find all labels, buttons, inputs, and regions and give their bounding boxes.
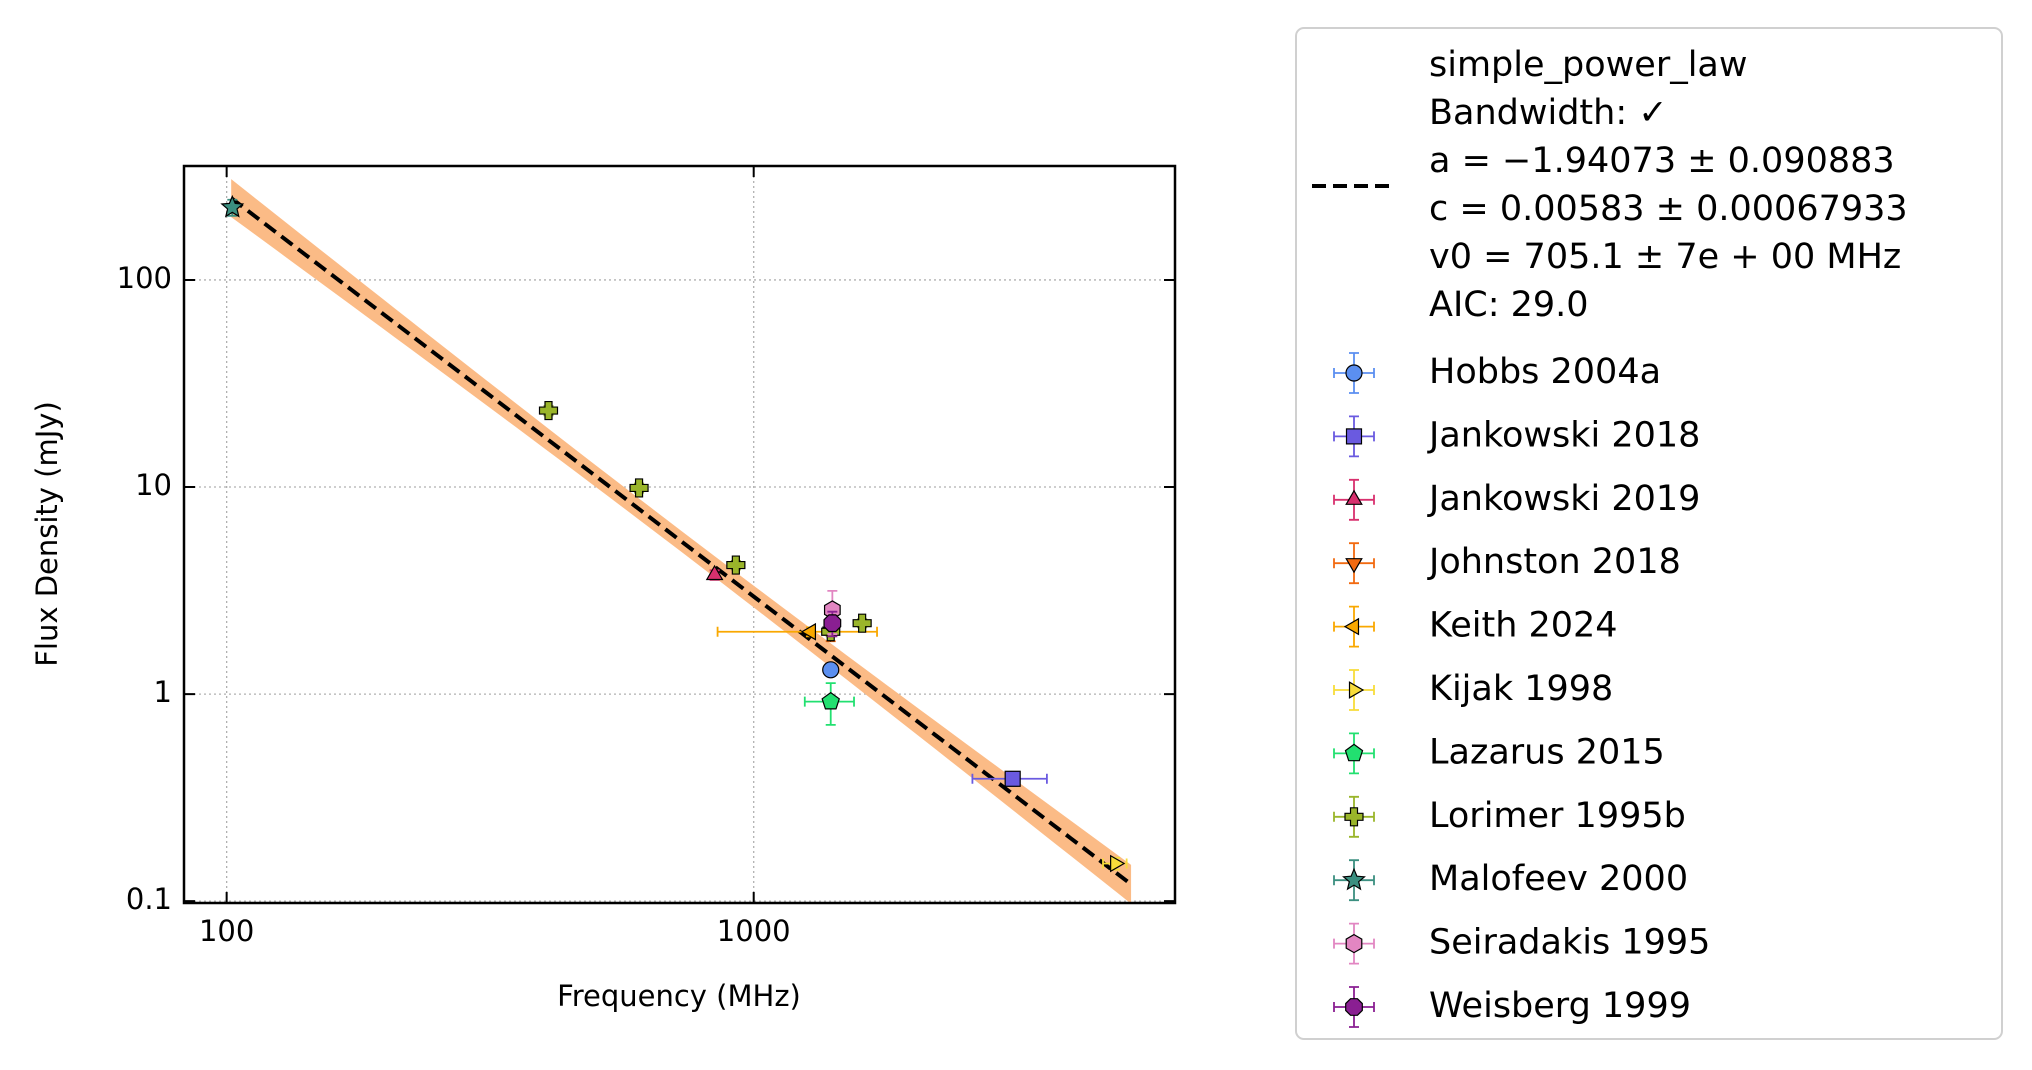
legend-marker [1348,681,1365,699]
marker [800,622,817,641]
y-tick-label: 10 [135,468,172,502]
legend-marker [1345,998,1363,1016]
legend-fit-text: Bandwidth: ✓ [1429,93,1668,133]
legend-label: Keith 2024 [1429,606,1618,646]
legend-fit-text: v0 = 705.1 ± 7e + 00 MHz [1429,237,1901,277]
legend-label: Weisberg 1999 [1429,986,1691,1026]
legend-marker [1345,558,1363,574]
legend-label: Jankowski 2019 [1427,479,1700,519]
marker [821,691,840,710]
marker [852,613,872,633]
y-tick-label: 1 [154,675,172,709]
x-axis-label: Frequency (MHz) [557,979,801,1013]
marker [822,661,840,679]
y-tick-label: 0.1 [126,882,172,916]
legend-marker [1345,428,1363,445]
legend-fit-text: a = −1.94073 ± 0.090883 [1429,141,1895,181]
x-tick-label: 100 [199,914,254,948]
marker [726,555,746,575]
marker [823,614,842,633]
legend-fit-text: c = 0.00583 ± 0.00067933 [1429,189,1908,229]
marker [629,478,649,498]
legend: simple_power_law Bandwidth: ✓ a = −1.94073… [1312,45,1908,1028]
legend-label: Malofeev 2000 [1429,859,1688,899]
legend-fit-text: AIC: 29.0 [1429,285,1589,325]
marker [220,194,245,218]
legend-marker [1343,617,1360,636]
legend-marker [1345,933,1363,954]
y-tick-label: 100 [117,261,172,295]
x-tick-label: 1000 [717,914,791,948]
legend-label: Hobbs 2004a [1429,352,1661,392]
y-axis-label: Flux Density (mJy) [30,401,64,667]
legend-label: Lorimer 1995b [1429,796,1686,836]
error-bar [716,626,878,637]
legend-label: Lazarus 2015 [1429,732,1665,772]
legend-label: Johnston 2018 [1427,542,1681,582]
legend-label: Seiradakis 1995 [1429,923,1710,963]
plot-frame [182,164,1177,905]
marker [1110,854,1126,873]
legend-fit-text: simple_power_law [1429,45,1748,85]
legend-marker [1344,743,1364,762]
legend-marker [1342,867,1366,891]
legend-marker [1344,807,1364,827]
legend-box [1295,27,2003,1040]
marker [1004,770,1021,787]
marker [705,564,724,581]
fit-band [231,179,1132,904]
legend-label: Jankowski 2018 [1427,415,1700,455]
legend-marker [1345,489,1363,505]
legend-label: Kijak 1998 [1429,669,1613,709]
marker [538,400,559,421]
legend-marker [1345,364,1363,382]
